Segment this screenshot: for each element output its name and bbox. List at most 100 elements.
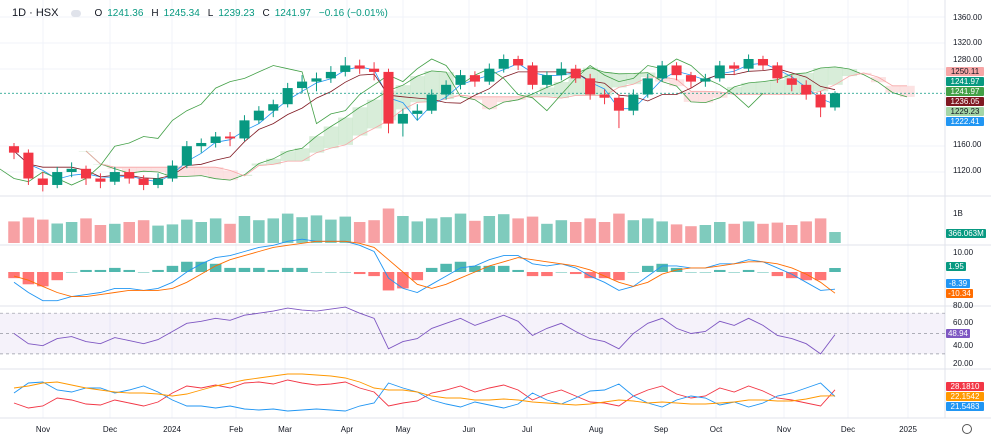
cloud-segment — [352, 107, 368, 136]
cloud-segment — [309, 136, 325, 153]
cloud-segment — [871, 77, 886, 83]
candle-body — [412, 110, 423, 114]
leading-span-a — [85, 66, 908, 181]
volume-bar — [814, 218, 827, 243]
volume-bar — [483, 216, 496, 243]
macd-histogram-bar — [80, 269, 92, 272]
cloud-segment — [338, 117, 353, 145]
macd-histogram-bar — [829, 268, 841, 272]
macd-histogram-bar — [786, 272, 798, 279]
candle-body — [743, 58, 754, 69]
cloud-segment — [539, 87, 555, 97]
volume-bar — [281, 213, 294, 243]
volume-bar — [123, 222, 135, 243]
candle-body — [369, 68, 380, 72]
open-label: O — [94, 7, 103, 19]
cloud-segment — [568, 73, 584, 96]
candle-body — [642, 78, 653, 95]
volume-bar — [613, 213, 625, 243]
candle-body — [498, 58, 509, 69]
cloud-segment — [712, 91, 728, 98]
volume-bar — [714, 222, 726, 243]
low-label: L — [207, 7, 214, 19]
macd-histogram-bar — [310, 272, 323, 273]
volume-bar — [627, 220, 640, 243]
candle-body — [397, 113, 408, 124]
macd-histogram-bar — [51, 272, 63, 281]
settings-gear-icon[interactable] — [962, 424, 972, 434]
macd-histogram-bar — [497, 265, 510, 272]
volume-bar — [829, 232, 841, 243]
volume-bar — [166, 224, 179, 243]
interval: 1D — [12, 7, 27, 19]
macd-histogram-bar — [353, 272, 366, 275]
cloud-segment — [899, 85, 915, 97]
macd-histogram-bar — [195, 261, 208, 272]
macd-histogram-bar — [814, 272, 827, 281]
cloud-segment — [813, 68, 829, 92]
candle-body — [124, 172, 135, 179]
macd-histogram-bar — [641, 265, 654, 272]
conversion-line — [13, 62, 836, 183]
macd-histogram-bar — [541, 272, 553, 277]
time-tick: Nov — [35, 425, 51, 434]
time-tick: Dec — [102, 425, 118, 434]
cloud-segment — [554, 81, 570, 99]
macd-histogram-bar — [267, 269, 280, 272]
candle-body — [23, 152, 34, 179]
rsi-tick: 80.00 — [953, 301, 974, 310]
candle-body — [441, 84, 452, 95]
rsi-tick: 60.00 — [953, 318, 974, 327]
cloud-segment — [755, 81, 771, 95]
candle-body — [700, 78, 711, 82]
volume-bar — [757, 223, 769, 243]
cloud-segment — [726, 86, 742, 95]
macd-pane — [8, 238, 841, 302]
macd-histogram-bar — [425, 267, 438, 272]
volume-bar — [267, 218, 280, 243]
macd-line-tag: -8.39 — [946, 279, 970, 288]
candle-body — [613, 97, 624, 111]
volume-bar — [598, 222, 611, 243]
time-tick: Apr — [340, 425, 354, 434]
candle-body — [585, 78, 596, 95]
candle-body — [311, 78, 322, 82]
volume-bar — [411, 221, 424, 243]
price-tag: 1241.97 — [946, 87, 984, 96]
time-tick: Jun — [462, 425, 476, 434]
cloud-segment — [280, 151, 296, 162]
base-line — [13, 68, 836, 179]
volume-bar — [325, 219, 337, 243]
price-tag: 1241.97 — [946, 77, 984, 86]
candle-body — [469, 75, 480, 82]
macd-histogram-bar — [483, 265, 496, 272]
candle-body — [556, 68, 567, 76]
candle-body — [52, 172, 63, 185]
cloud-segment — [179, 167, 195, 177]
time-tick: 2024 — [163, 425, 181, 434]
cloud-segment — [136, 167, 152, 172]
time-tick: Oct — [709, 425, 723, 434]
exchange: HSX — [35, 7, 59, 19]
volume-bar — [469, 220, 481, 243]
time-tick: Jul — [521, 425, 533, 434]
volume-bar — [397, 216, 409, 243]
volume-bar — [800, 221, 812, 243]
macd-histogram-bar — [411, 272, 424, 281]
macd-histogram-bar — [598, 272, 611, 279]
candle-body — [829, 93, 841, 108]
volume-bar — [497, 214, 510, 243]
symbol-label[interactable]: 1D · HSX — [12, 7, 59, 19]
dmi-pane — [13, 373, 836, 412]
volume-bar — [8, 221, 20, 243]
macd-histogram-bar — [209, 263, 222, 272]
candle-body — [181, 146, 192, 166]
candle-body — [570, 68, 581, 79]
candle-body — [685, 75, 697, 82]
macd-histogram-bar — [238, 267, 251, 272]
high-label: H — [151, 7, 159, 19]
macd-histogram-bar — [627, 272, 640, 273]
cloud-segment — [222, 170, 238, 181]
collapse-icon[interactable] — [71, 9, 82, 17]
